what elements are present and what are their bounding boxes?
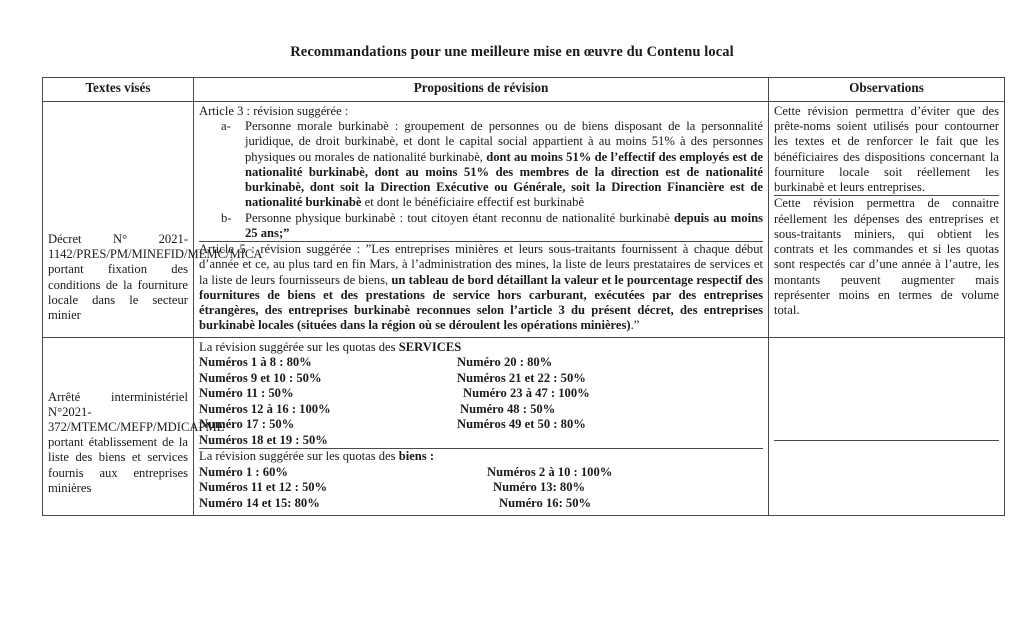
quota-right: Numéros 49 et 50 : 80%: [457, 417, 586, 432]
quotas-biens-block: La révision suggérée sur les quotas des …: [199, 449, 763, 512]
list-marker-b: b-: [221, 210, 232, 225]
article-5-plain-2: .”: [630, 318, 640, 333]
quotas-services-heading: La révision suggérée sur les quotas des …: [199, 340, 763, 356]
observation-article-3-text: Cette révision permettra d’éviter que de…: [774, 104, 999, 195]
quota-right: [457, 433, 763, 449]
subrow-observation-article-5: Cette révision permettra de connaitre ré…: [774, 196, 999, 318]
article-3-block: Article 3 : révision suggérée : a- Perso…: [199, 104, 763, 243]
observation-article-5-text: Cette révision permettra de connaitre ré…: [774, 196, 999, 318]
cell-texte-vise-arrete: Arrêté interministériel N°2021-372/MTEMC…: [42, 336, 225, 516]
page-title: Recommandations pour une meilleure mise …: [290, 44, 734, 60]
quota-left: Numéro 14 et 15: 80%: [199, 495, 320, 510]
observations-arrete-subtable: [774, 339, 999, 441]
subrow-article-5: Article 5 : révision suggérée : ”Les ent…: [199, 242, 763, 334]
texte-vise-decret-text: Décret N° 2021-1142/PRES/PM/MINEFID/MEMC…: [48, 232, 263, 323]
quota-row: Numéro 11 : 50% Numéro 23 à 47 : 100%: [199, 386, 763, 402]
item-a-plain-1: Personne morale burkinabè : groupement d…: [245, 119, 763, 164]
list-item-b-text: Personne physique burkinabè : tout citoy…: [245, 211, 763, 241]
table-header-row: Textes visés Propositions de révision Ob…: [42, 77, 1005, 102]
quota-right: Numéro 20 : 80%: [457, 355, 553, 370]
observation-article-3-cell: Cette révision permettra d’éviter que de…: [774, 104, 999, 197]
quota-right: Numéro 13: 80%: [493, 480, 586, 495]
quota-left: Numéros 9 et 10 : 50%: [199, 370, 322, 385]
quota-left: Numéros 12 à 16 : 100%: [199, 401, 331, 416]
item-a-bold-1: dont au moins 51% de l’effectif des empl…: [245, 149, 763, 210]
item-b-bold-1: depuis au moins 25 ans;”: [245, 210, 763, 240]
propositions-subtable: Article 3 : révision suggérée : a- Perso…: [199, 104, 763, 334]
table-row: Décret N° 2021-1142/PRES/PM/MINEFID/MEMC…: [42, 101, 1005, 338]
quotas-services-heading-plain: La révision suggérée sur les quotas des: [199, 339, 399, 354]
list-item: a- Personne morale burkinabè : groupemen…: [199, 119, 763, 210]
subrow-observation-article-3: Cette révision permettra d’éviter que de…: [774, 104, 999, 197]
observation-services-cell: [774, 339, 999, 441]
quota-row: Numéros 12 à 16 : 100% Numéro 48 : 50%: [199, 402, 763, 418]
column-header-observations: Observations: [768, 77, 1005, 102]
quota-row: Numéros 1 à 8 : 80% Numéro 20 : 80%: [199, 355, 763, 371]
quota-left: Numéros 11 et 12 : 50%: [199, 480, 328, 495]
cell-observations-decret: Cette révision permettra d’éviter que de…: [768, 101, 1005, 338]
observation-biens-cell: [774, 440, 999, 441]
quota-left: Numéro 17 : 50%: [199, 417, 295, 432]
subrow-article-3: Article 3 : révision suggérée : a- Perso…: [199, 104, 763, 243]
quotas-services-block: La révision suggérée sur les quotas des …: [199, 339, 763, 450]
quota-left: Numéros 18 et 19 : 50%: [199, 432, 328, 447]
list-marker-a: a-: [221, 119, 231, 134]
quota-row: Numéros 18 et 19 : 50%: [199, 433, 763, 449]
texte-vise-arrete-text: Arrêté interministériel N°2021-372/MTEMC…: [48, 389, 225, 495]
observation-article-5-cell: Cette révision permettra de connaitre ré…: [774, 196, 999, 318]
quota-right: Numéro 16: 50%: [499, 495, 592, 510]
quota-left: Numéro 11 : 50%: [199, 386, 294, 401]
article-3-list: a- Personne morale burkinabè : groupemen…: [199, 119, 763, 241]
cell-propositions-decret: Article 3 : révision suggérée : a- Perso…: [193, 101, 769, 338]
quota-row: Numéro 17 : 50% Numéros 49 et 50 : 80%: [199, 417, 763, 433]
quota-row: Numéros 11 et 12 : 50% Numéro 13: 80%: [199, 480, 763, 496]
quota-right: Numéro 23 à 47 : 100%: [463, 386, 590, 401]
quotas-services-heading-bold: SERVICES: [398, 339, 462, 354]
article-5-bold-1: un tableau de bord détaillant la valeur …: [199, 272, 763, 333]
quota-left: Numéro 1 : 60%: [199, 464, 288, 479]
cell-propositions-arrete: La révision suggérée sur les quotas des …: [193, 336, 769, 516]
subrow-observation-services: [774, 339, 999, 441]
subrow-quotas-biens: La révision suggérée sur les quotas des …: [199, 449, 763, 512]
observations-subtable: Cette révision permettra d’éviter que de…: [774, 104, 999, 318]
quotas-biens-heading-bold: biens :: [398, 449, 435, 464]
table-body: Décret N° 2021-1142/PRES/PM/MINEFID/MEMC…: [42, 101, 1005, 516]
cell-texte-vise-decret: Décret N° 2021-1142/PRES/PM/MINEFID/MEMC…: [42, 101, 263, 338]
article-5-plain-1: Article 5 : révision suggérée : ”Les ent…: [199, 242, 763, 287]
quota-right: Numéros 2 à 10 : 100%: [487, 464, 613, 479]
recommendations-table: Textes visés Propositions de révision Ob…: [42, 77, 1005, 516]
item-b-plain-1: Personne physique burkinabè : tout citoy…: [245, 210, 675, 225]
cell-observations-arrete: [768, 336, 1005, 516]
subrow-observation-biens: [774, 440, 999, 441]
quota-row: Numéro 1 : 60% Numéros 2 à 10 : 100%: [199, 465, 763, 481]
subrow-quotas-services: La révision suggérée sur les quotas des …: [199, 339, 763, 450]
quota-row: Numéros 9 et 10 : 50% Numéros 21 et 22 :…: [199, 371, 763, 387]
quotas-biens-heading: La révision suggérée sur les quotas des …: [199, 449, 763, 465]
list-item-a-text: Personne morale burkinabè : groupement d…: [245, 119, 763, 210]
quotas-biens-heading-plain: La révision suggérée sur les quotas des: [199, 449, 399, 464]
quota-right: Numéros 21 et 22 : 50%: [457, 370, 586, 385]
list-item: b- Personne physique burkinabè : tout ci…: [199, 211, 763, 241]
quota-row: Numéro 14 et 15: 80% Numéro 16: 50%: [199, 496, 763, 512]
column-header-propositions: Propositions de révision: [193, 77, 769, 102]
column-header-textes-vises: Textes visés: [42, 77, 194, 102]
quota-left: Numéros 1 à 8 : 80%: [199, 355, 312, 370]
table-row: Arrêté interministériel N°2021-372/MTEMC…: [42, 336, 1005, 516]
table-header: Textes visés Propositions de révision Ob…: [42, 77, 1005, 102]
quotas-subtable: La révision suggérée sur les quotas des …: [199, 339, 763, 512]
quota-right: Numéro 48 : 50%: [460, 401, 556, 416]
article-5-block: Article 5 : révision suggérée : ”Les ent…: [199, 242, 763, 334]
item-a-plain-2: et dont le bénéficiaire effectif est bur…: [361, 195, 585, 210]
article-5-paragraph: Article 5 : révision suggérée : ”Les ent…: [199, 242, 763, 333]
article-3-heading: Article 3 : révision suggérée :: [199, 104, 349, 118]
